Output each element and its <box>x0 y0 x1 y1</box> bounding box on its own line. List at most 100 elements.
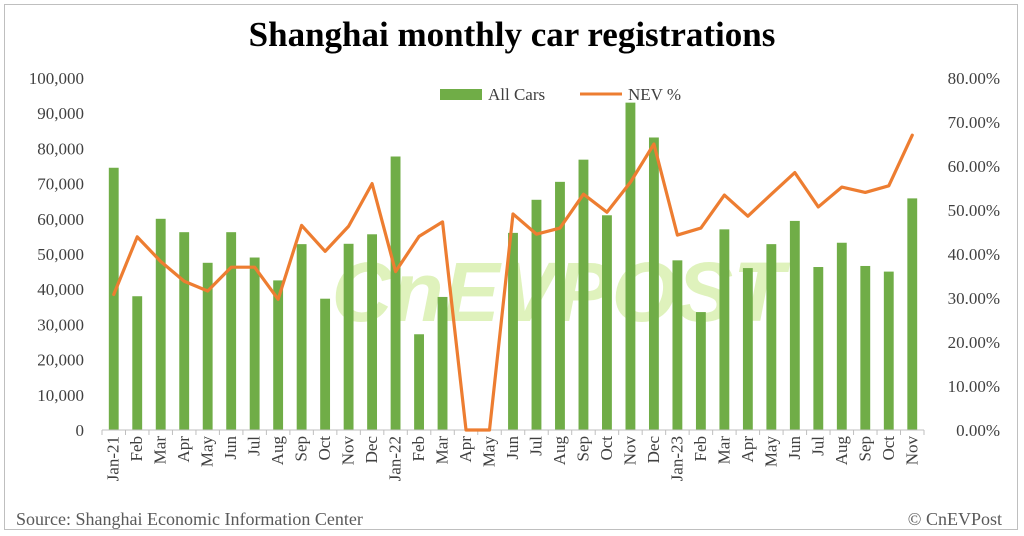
y-left-tick-label: 50,000 <box>37 245 84 264</box>
x-tick-label: Sep <box>292 436 311 462</box>
x-tick-label: Dec <box>362 436 381 464</box>
bar <box>273 280 284 430</box>
y-right-tick-label: 0.00% <box>956 421 1000 440</box>
bar <box>578 159 589 430</box>
bar <box>648 137 659 431</box>
x-tick-label: Sep <box>855 436 874 462</box>
x-tick-label: May <box>761 436 780 468</box>
bar <box>907 198 918 430</box>
y-right-tick-label: 60.00% <box>948 157 1000 176</box>
bar <box>367 234 378 430</box>
axis-layer: Jan-21 Feb Mar Apr May Jun Jul Aug Sep Oct Nov Dec J… <box>29 69 1000 481</box>
x-tick-label: Oct <box>597 436 616 461</box>
legend-swatch-all-cars <box>440 89 482 100</box>
legend-label-nev-percent: NEV % <box>628 85 681 104</box>
bar <box>390 156 401 430</box>
x-tick-label: Mar <box>433 436 452 465</box>
bar <box>320 298 331 430</box>
y-left-tick-label: 100,000 <box>29 69 84 88</box>
x-tick-label: Jan-23 <box>667 436 686 481</box>
bar <box>531 199 542 430</box>
x-tick-label: Aug <box>268 436 287 466</box>
y-right-tick-label: 80.00% <box>948 69 1000 88</box>
y-right-tick-label: 20.00% <box>948 333 1000 352</box>
source-note: Source: Shanghai Economic Information Ce… <box>16 509 363 529</box>
legend-label-all-cars: All Cars <box>488 85 545 104</box>
x-tick-label: Apr <box>456 436 475 463</box>
bar <box>202 262 213 430</box>
bar <box>883 271 894 430</box>
y-left-tick-label: 30,000 <box>37 315 84 334</box>
x-tick-label: Aug <box>832 436 851 466</box>
bar <box>602 215 612 430</box>
x-tick-label: Nov <box>902 436 921 466</box>
y-left-tick-label: 70,000 <box>37 175 84 194</box>
x-tick-label: Apr <box>738 436 757 463</box>
bar <box>414 334 424 430</box>
x-tick-label: Jun <box>503 436 522 460</box>
x-tick-label: Jan-22 <box>386 436 405 481</box>
x-tick-label: Jul <box>245 436 264 456</box>
x-tick-label: Nov <box>339 436 358 466</box>
x-tick-label: Feb <box>127 436 146 462</box>
y-left-tick-label: 0 <box>76 421 85 440</box>
bar <box>132 296 143 430</box>
bar <box>226 232 237 430</box>
x-tick-label: Jun <box>785 436 804 460</box>
x-tick-label: Feb <box>409 436 428 462</box>
chart-title: Shanghai monthly car registrations <box>249 15 776 54</box>
bar <box>836 242 847 430</box>
chart-frame <box>4 4 1018 530</box>
bar <box>625 102 636 430</box>
bar <box>155 218 166 430</box>
y-right-tick-label: 40.00% <box>948 245 1000 264</box>
x-tick-label: Oct <box>879 436 898 461</box>
x-tick-label: Apr <box>174 436 193 463</box>
x-tick-label: Nov <box>620 436 639 466</box>
bar <box>860 265 871 430</box>
bar <box>296 244 307 430</box>
x-tick-label: Mar <box>714 436 733 465</box>
x-tick-label: May <box>480 436 499 468</box>
bar <box>508 232 518 430</box>
x-tick-label: Feb <box>691 436 710 462</box>
bar <box>179 232 190 430</box>
y-left-tick-label: 40,000 <box>37 280 84 299</box>
bars-layer <box>108 102 918 431</box>
y-left-tick-label: 80,000 <box>37 139 84 158</box>
legend: All Cars NEV % <box>440 85 681 104</box>
bar <box>789 220 800 430</box>
x-tick-label: Sep <box>573 436 592 462</box>
x-tick-label: Oct <box>315 436 334 461</box>
bar <box>672 260 683 430</box>
x-tick-label: Mar <box>151 436 170 465</box>
line-layer <box>112 133 914 432</box>
x-tick-label: Aug <box>550 436 569 466</box>
x-tick-label: Jul <box>808 436 827 456</box>
bar <box>249 257 260 430</box>
bar <box>813 267 824 430</box>
x-tick-label: May <box>198 436 217 468</box>
x-tick-label: Jun <box>221 436 240 460</box>
copyright-note: © CnEVPost <box>908 509 1002 529</box>
bar <box>343 243 354 430</box>
y-right-tick-label: 30.00% <box>948 289 1000 308</box>
bar <box>719 229 730 430</box>
bar <box>742 268 753 430</box>
y-left-tick-label: 60,000 <box>37 210 84 229</box>
y-left-tick-label: 10,000 <box>37 386 84 405</box>
bar <box>437 296 448 430</box>
y-right-tick-label: 50.00% <box>948 201 1000 220</box>
y-left-tick-label: 20,000 <box>37 351 84 370</box>
bar <box>695 312 706 430</box>
y-right-tick-label: 70.00% <box>948 113 1000 132</box>
y-left-tick-label: 90,000 <box>37 104 84 123</box>
x-tick-label: Jan-21 <box>104 436 123 481</box>
bar <box>555 181 565 430</box>
bar <box>108 167 119 430</box>
y-right-tick-label: 10.00% <box>948 377 1000 396</box>
x-tick-label: Dec <box>644 436 663 464</box>
bar <box>766 244 777 430</box>
x-tick-label: Jul <box>526 436 545 456</box>
